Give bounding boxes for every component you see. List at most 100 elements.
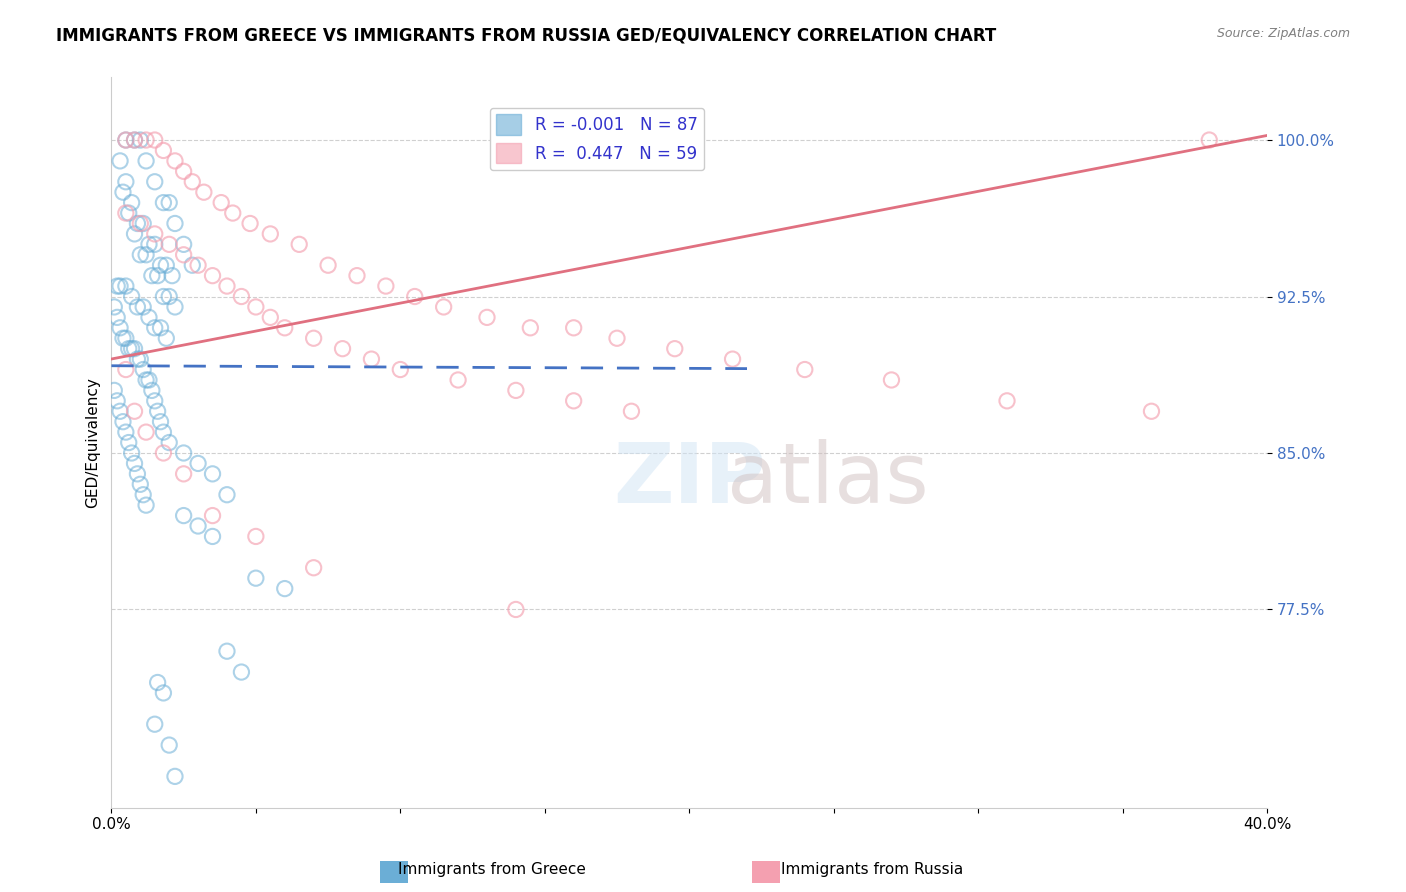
Point [118, 206, 141, 220]
Point [173, 237, 195, 252]
Point [111, 331, 134, 345]
Point [108, 404, 131, 418]
Text: Immigrants from Russia: Immigrants from Russia [780, 863, 963, 877]
Point [143, 237, 166, 252]
Point [173, 467, 195, 481]
Point [108, 279, 131, 293]
Point [187, 519, 209, 533]
Point [149, 415, 172, 429]
Point [239, 217, 262, 231]
Point [1198, 133, 1220, 147]
Point [793, 362, 815, 376]
Text: Source: ZipAtlas.com: Source: ZipAtlas.com [1216, 27, 1350, 40]
Point [146, 675, 169, 690]
Point [155, 331, 177, 345]
Point [135, 373, 157, 387]
Point [163, 217, 186, 231]
Point [562, 320, 585, 334]
Point [259, 227, 281, 241]
Point [245, 529, 267, 543]
Point [259, 310, 281, 325]
Point [135, 248, 157, 262]
Point [105, 393, 128, 408]
Point [163, 300, 186, 314]
Point [127, 217, 149, 231]
Point [163, 769, 186, 783]
Point [138, 373, 160, 387]
Point [115, 175, 138, 189]
Legend: R = -0.001   N = 87, R =  0.447   N = 59: R = -0.001 N = 87, R = 0.447 N = 59 [489, 108, 704, 170]
Point [146, 268, 169, 283]
Point [173, 508, 195, 523]
Point [105, 310, 128, 325]
Point [152, 425, 174, 439]
Point [475, 310, 498, 325]
Point [231, 289, 253, 303]
Point [193, 185, 215, 199]
Point [127, 467, 149, 481]
Point [209, 195, 232, 210]
Point [129, 248, 152, 262]
Point [360, 352, 382, 367]
Point [115, 362, 138, 376]
Point [505, 384, 527, 398]
Point [302, 331, 325, 345]
Point [111, 415, 134, 429]
Text: ZIP: ZIP [613, 439, 765, 519]
Point [115, 425, 138, 439]
Point [332, 342, 354, 356]
Point [108, 320, 131, 334]
Point [135, 153, 157, 168]
Point [129, 477, 152, 491]
Point [121, 446, 143, 460]
Point [132, 488, 155, 502]
Point [404, 289, 426, 303]
Point [111, 185, 134, 199]
Point [157, 435, 180, 450]
Point [129, 217, 152, 231]
Point [157, 738, 180, 752]
Point [121, 195, 143, 210]
Point [152, 195, 174, 210]
Point [173, 164, 195, 178]
Point [132, 217, 155, 231]
Point [143, 175, 166, 189]
Point [129, 352, 152, 367]
Point [115, 206, 138, 220]
Point [138, 310, 160, 325]
Point [519, 320, 541, 334]
Point [374, 279, 396, 293]
Point [288, 237, 311, 252]
Point [157, 289, 180, 303]
Point [146, 404, 169, 418]
Point [880, 373, 903, 387]
Point [620, 404, 643, 418]
Point [135, 133, 157, 147]
Point [201, 529, 224, 543]
Point [108, 153, 131, 168]
Point [173, 446, 195, 460]
Point [302, 560, 325, 574]
Point [143, 133, 166, 147]
Point [121, 289, 143, 303]
Point [231, 665, 253, 679]
Y-axis label: GED/Equivalency: GED/Equivalency [86, 377, 100, 508]
Point [141, 268, 163, 283]
Point [505, 602, 527, 616]
Point [115, 133, 138, 147]
Point [606, 331, 628, 345]
Point [115, 279, 138, 293]
Point [152, 446, 174, 460]
Point [201, 268, 224, 283]
Point [141, 384, 163, 398]
Point [103, 300, 125, 314]
Point [143, 227, 166, 241]
Point [201, 508, 224, 523]
Point [115, 331, 138, 345]
Point [138, 237, 160, 252]
Point [118, 435, 141, 450]
Point [274, 582, 297, 596]
Point [124, 133, 146, 147]
Point [1140, 404, 1163, 418]
Point [124, 133, 146, 147]
